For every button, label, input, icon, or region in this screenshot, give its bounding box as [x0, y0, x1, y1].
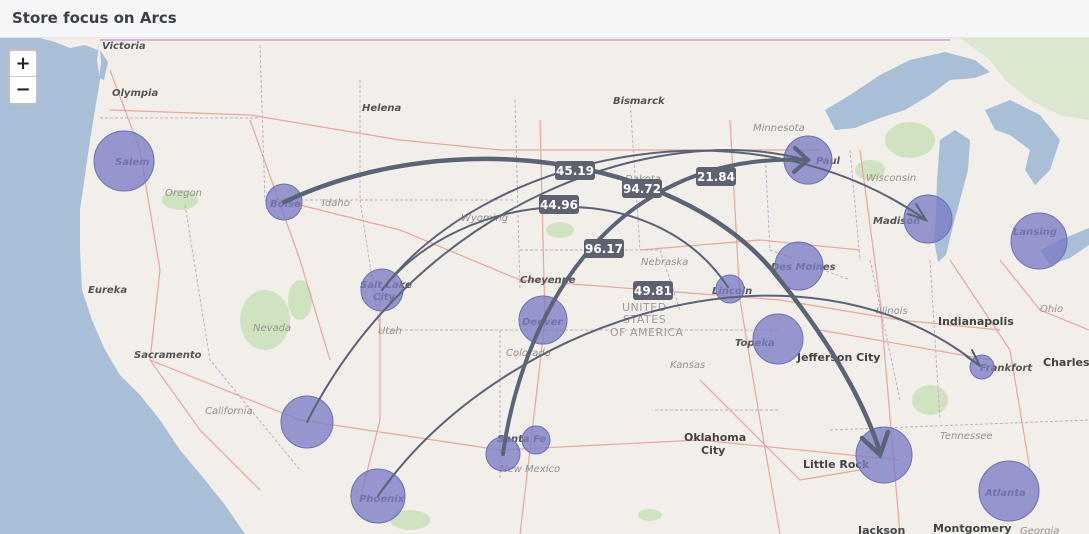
vancouver-island	[40, 38, 100, 50]
label-idaho: Idaho	[322, 198, 350, 209]
svg-text:94.72: 94.72	[623, 182, 661, 196]
zoom-control: + −	[8, 49, 38, 105]
arc-phoenix-frankfort[interactable]	[377, 294, 981, 497]
label-kansas: Kansas	[670, 360, 705, 371]
label-oklahoma-1: Oklahoma	[684, 431, 746, 444]
label-victoria: Victoria	[102, 41, 146, 52]
label-oregon: Oregon	[165, 188, 202, 199]
page-title: Store focus on Arcs	[12, 9, 177, 27]
svg-text:96.17: 96.17	[585, 242, 623, 256]
bubble-atlanta[interactable]	[978, 460, 1040, 522]
label-wisconsin: Wisconsin	[866, 173, 916, 184]
arc-value-badges: 45.19 94.72 21.84 44.96 96.17 49.81	[539, 161, 736, 300]
badge-49-81: 49.81	[633, 281, 673, 300]
bubble-nashville[interactable]	[855, 426, 913, 484]
label-ohio: Ohio	[1040, 304, 1063, 315]
label-jeffersoncity: Jefferson City	[796, 351, 880, 364]
label-helena: Helena	[362, 103, 401, 114]
badge-96-17: 96.17	[584, 239, 624, 258]
label-minnesota: Minnesota	[753, 123, 805, 134]
label-wyoming: Wyoming	[461, 213, 508, 224]
bubble-santafe[interactable]	[521, 425, 551, 455]
label-olympia: Olympia	[112, 88, 158, 99]
map-canvas[interactable]: Victoria Olympia Salem Oregon Boise Idah…	[0, 38, 1089, 534]
svg-text:44.96: 44.96	[540, 198, 578, 212]
label-oklahoma-2: City	[701, 444, 725, 457]
zoom-in-button[interactable]: +	[10, 51, 36, 77]
bubble-salem[interactable]	[93, 130, 155, 192]
store-bubbles[interactable]	[93, 130, 1068, 524]
canada-area	[960, 38, 1089, 120]
arc-phoenix-frankfort-head	[965, 349, 981, 367]
state-borders	[100, 44, 1089, 480]
arc-saltlake-madison[interactable]	[381, 149, 927, 291]
label-california: California	[205, 406, 253, 417]
label-nebraska: Nebraska	[641, 257, 688, 268]
svg-text:21.84: 21.84	[697, 170, 735, 184]
label-georgia: Georgia	[1020, 526, 1059, 534]
label-frankfort: Frankfort	[980, 363, 1033, 374]
badge-45-19: 45.19	[555, 161, 595, 180]
label-sacramento: Sacramento	[134, 350, 202, 361]
label-tennessee: Tennessee	[940, 431, 993, 442]
lake-huron	[985, 100, 1060, 185]
badge-21-84: 21.84	[696, 167, 736, 186]
arc-boise-nashville[interactable]	[281, 156, 883, 455]
lake-superior	[825, 52, 990, 130]
label-charleston: Charlest	[1043, 356, 1089, 369]
label-montgomery: Montgomery	[933, 522, 1012, 534]
bubble-madison[interactable]	[903, 194, 953, 244]
arc-albuquerque-stpaul-head	[792, 146, 812, 174]
bubble-topeka[interactable]	[752, 313, 804, 365]
arc-lasvegas-stpaul[interactable]	[306, 149, 807, 423]
bubble-frankfort[interactable]	[969, 354, 995, 380]
svg-text:45.19: 45.19	[556, 164, 594, 178]
label-bismarck: Bismarck	[613, 96, 666, 107]
label-country-2: STATES	[623, 313, 666, 326]
zoom-out-button[interactable]: −	[15, 79, 31, 100]
pacific-ocean	[0, 38, 245, 534]
label-country-3: OF AMERICA	[610, 326, 684, 339]
lake-michigan	[934, 130, 970, 262]
label-cheyenne: Cheyenne	[520, 275, 576, 286]
label-nevada: Nevada	[253, 323, 291, 334]
label-eureka: Eureka	[88, 285, 127, 296]
arc-saltlake-madison-head	[907, 203, 929, 222]
bubble-desmoines[interactable]	[774, 241, 824, 291]
label-illinois: Illinois	[876, 306, 908, 317]
label-newmexico: New Mexico	[500, 464, 560, 475]
svg-text:49.81: 49.81	[634, 284, 672, 298]
map-header: Store focus on Arcs	[0, 0, 1089, 38]
puget-sound	[99, 50, 108, 80]
label-utah: Utah	[378, 326, 402, 337]
badge-94-72: 94.72	[622, 179, 662, 198]
arc-albuquerque-stpaul[interactable]	[501, 157, 810, 456]
label-littlerock: Little Rock	[803, 458, 870, 471]
badge-44-96: 44.96	[539, 195, 579, 214]
label-madison: Madison	[873, 216, 920, 227]
bubble-lansing[interactable]	[1010, 212, 1068, 270]
label-indianapolis: Indianapolis	[938, 315, 1014, 328]
arc-boise-nashville-head	[859, 429, 891, 460]
label-jackson: Jackson	[857, 524, 905, 534]
map-panel[interactable]: Victoria Olympia Salem Oregon Boise Idah…	[0, 38, 1089, 534]
